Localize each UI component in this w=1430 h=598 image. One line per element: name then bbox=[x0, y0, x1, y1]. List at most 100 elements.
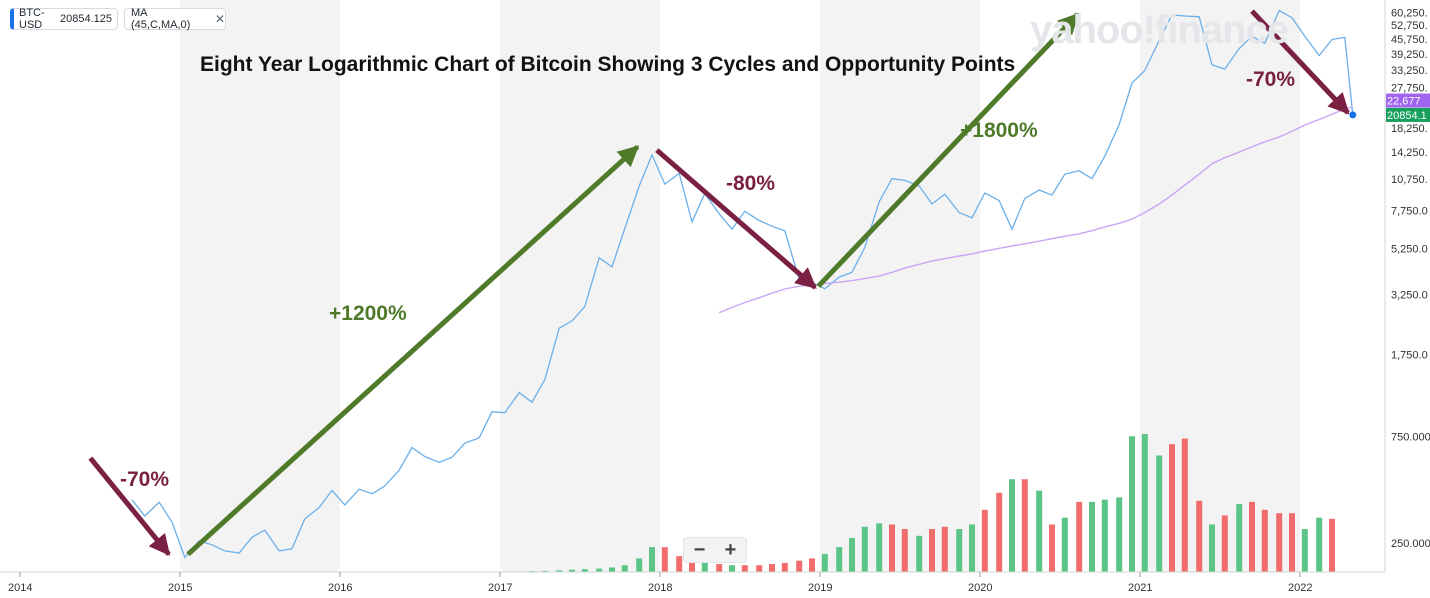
volume-bar bbox=[649, 547, 655, 572]
volume-bar bbox=[661, 547, 668, 572]
year-band bbox=[500, 0, 660, 572]
ma-indicator-chip[interactable]: MA (45,C,MA,0) ✕ bbox=[124, 7, 226, 31]
x-tick-label: 2014 bbox=[8, 582, 32, 594]
annotation-pct-2: +1200% bbox=[329, 302, 407, 325]
annotation-pct-4: +1800% bbox=[960, 119, 1038, 142]
volume-bar bbox=[916, 535, 923, 572]
y-tick-label: 27,750. bbox=[1391, 82, 1428, 94]
zoom-out-button[interactable]: − bbox=[693, 538, 706, 561]
volume-bar bbox=[1061, 517, 1068, 572]
y-tick-label: 14,250. bbox=[1391, 147, 1428, 159]
volume-bar bbox=[1036, 490, 1043, 572]
volume-bar bbox=[581, 569, 588, 572]
volume-bar bbox=[569, 569, 575, 572]
volume-bar bbox=[729, 565, 735, 572]
x-tick-label: 2019 bbox=[808, 582, 832, 594]
series-lines bbox=[131, 9, 1357, 559]
y-tick-label: 10,750. bbox=[1391, 174, 1428, 186]
annotation-arrow bbox=[186, 144, 640, 557]
annotation-pct-1: -70% bbox=[120, 468, 170, 491]
x-tick-label: 2016 bbox=[328, 582, 352, 594]
x-tick-label: 2022 bbox=[1288, 582, 1312, 594]
volume-bar bbox=[556, 570, 563, 572]
last-price-badge-label: 20854.1 bbox=[1387, 110, 1427, 122]
y-tick-label: 5,250.0 bbox=[1391, 243, 1428, 255]
volume-bar bbox=[596, 568, 603, 572]
volume-bar bbox=[821, 553, 828, 572]
ticker-chip[interactable]: BTC-USD 20854.125 bbox=[10, 7, 118, 31]
price-line bbox=[131, 9, 1354, 559]
volume-bar bbox=[941, 526, 948, 572]
y-tick-label: 45,750. bbox=[1391, 34, 1428, 46]
zoom-in-button[interactable]: + bbox=[724, 538, 737, 561]
volume-bar bbox=[901, 529, 908, 572]
volume-bar bbox=[1116, 497, 1123, 572]
volume-bar bbox=[1249, 501, 1255, 572]
y-tick-label: 7,750.0 bbox=[1391, 206, 1428, 218]
volume-bar bbox=[1329, 518, 1335, 572]
volume-bar bbox=[689, 560, 695, 572]
yahoo-finance-watermark: yahoo!finance bbox=[1030, 8, 1289, 52]
year-bands bbox=[180, 0, 1300, 572]
volume-bar bbox=[1236, 504, 1243, 572]
ma-label: MA (45,C,MA,0) bbox=[131, 7, 191, 31]
y-tick-label: 3,250.0 bbox=[1391, 290, 1428, 302]
volume-bar bbox=[741, 565, 748, 572]
volume-bar bbox=[1276, 513, 1283, 572]
close-icon[interactable]: ✕ bbox=[214, 12, 225, 26]
annotation-arrow bbox=[655, 148, 817, 290]
volume-bar bbox=[756, 565, 763, 572]
annotation-arrow bbox=[1250, 9, 1350, 115]
y-tick-label: 750.000 bbox=[1391, 432, 1430, 444]
volume-bar bbox=[889, 524, 895, 572]
ticker-symbol: BTC-USD bbox=[19, 7, 45, 31]
y-tick-label: 18,250. bbox=[1391, 123, 1428, 135]
volume-bar bbox=[621, 565, 628, 572]
x-tick-label: 2017 bbox=[488, 582, 512, 594]
annotation-arrows bbox=[88, 9, 1350, 557]
volume-bar bbox=[796, 560, 803, 572]
year-band bbox=[820, 0, 980, 572]
volume-bar bbox=[849, 538, 855, 572]
x-tick-label: 2018 bbox=[648, 582, 672, 594]
volume-bar bbox=[609, 567, 615, 572]
volume-bar bbox=[1009, 479, 1015, 572]
x-tick-label: 2015 bbox=[168, 582, 192, 594]
volume-bar bbox=[1076, 501, 1083, 572]
y-axis: 60,250.52,750. 45,750. 39,250. 33,250. 27,75… bbox=[1384, 0, 1430, 572]
volume-bar bbox=[769, 564, 775, 572]
year-band bbox=[1140, 0, 1300, 572]
volume-bar bbox=[929, 529, 935, 572]
chart-title: Eight Year Logarithmic Chart of Bitcoin … bbox=[200, 53, 1016, 76]
volume-bar bbox=[1156, 455, 1163, 572]
volume-bar bbox=[836, 547, 843, 572]
last-price-badge-bg bbox=[1386, 107, 1430, 122]
annotation-arrow bbox=[88, 456, 171, 556]
volume-bar bbox=[1301, 529, 1308, 572]
y-tick-label: 250.000 bbox=[1391, 538, 1430, 550]
x-axis: 2014 2015 2016 2017 2018 2019 2020 2021 2022 bbox=[0, 571, 1385, 594]
volume-bar bbox=[1129, 436, 1135, 572]
volume-bar bbox=[636, 558, 643, 572]
volume-bar bbox=[1196, 500, 1203, 572]
volume-bar bbox=[1261, 509, 1268, 572]
volume-bar bbox=[956, 529, 963, 572]
y-tick-label: 39,250. bbox=[1391, 49, 1428, 61]
volume-bar bbox=[781, 562, 788, 572]
volume-bar bbox=[1021, 479, 1028, 572]
y-tick-label: 33,250. bbox=[1391, 65, 1428, 77]
last-price-dot bbox=[1349, 111, 1357, 119]
volume-bar bbox=[1049, 524, 1055, 572]
volume-bar bbox=[981, 509, 988, 572]
volume-bar bbox=[1289, 513, 1295, 572]
ticker-price: 20854.125 bbox=[60, 13, 112, 25]
volume-bar bbox=[861, 526, 868, 572]
volume-bar bbox=[1101, 499, 1108, 572]
x-tick-label: 2020 bbox=[968, 582, 992, 594]
volume-bar bbox=[1169, 444, 1175, 572]
moving-average-line bbox=[718, 106, 1353, 314]
year-band bbox=[180, 0, 340, 572]
volume-bar bbox=[676, 556, 683, 572]
ma-badge-label: 22,677 bbox=[1387, 96, 1421, 108]
